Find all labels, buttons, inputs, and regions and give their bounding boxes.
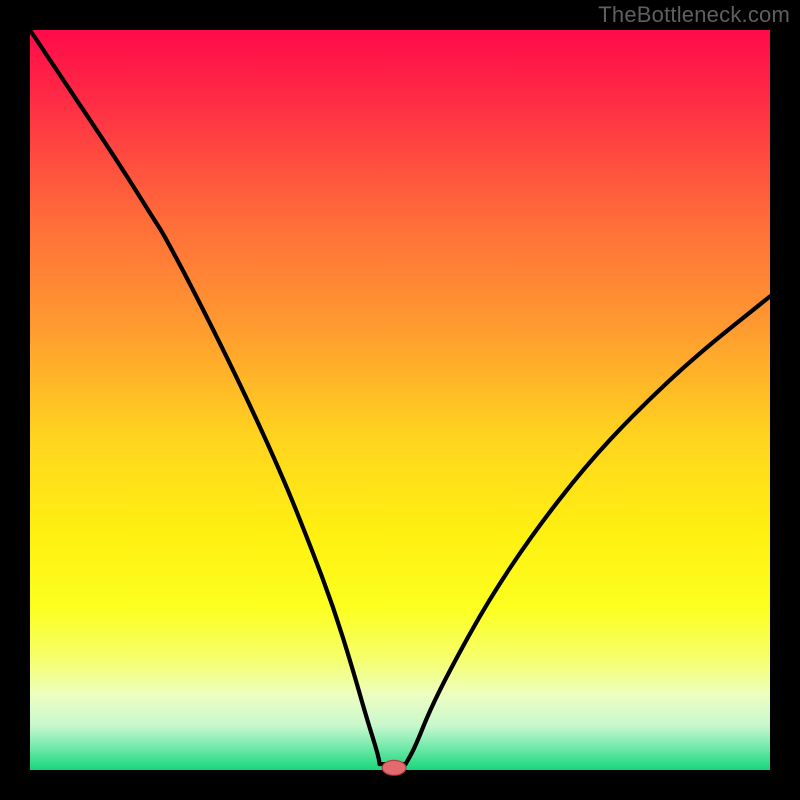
optimal-point-marker [382,760,406,775]
chart-container: TheBottleneck.com [0,0,800,800]
watermark-text: TheBottleneck.com [598,2,790,28]
bottleneck-chart [0,0,800,800]
gradient-plot-area [30,30,770,770]
